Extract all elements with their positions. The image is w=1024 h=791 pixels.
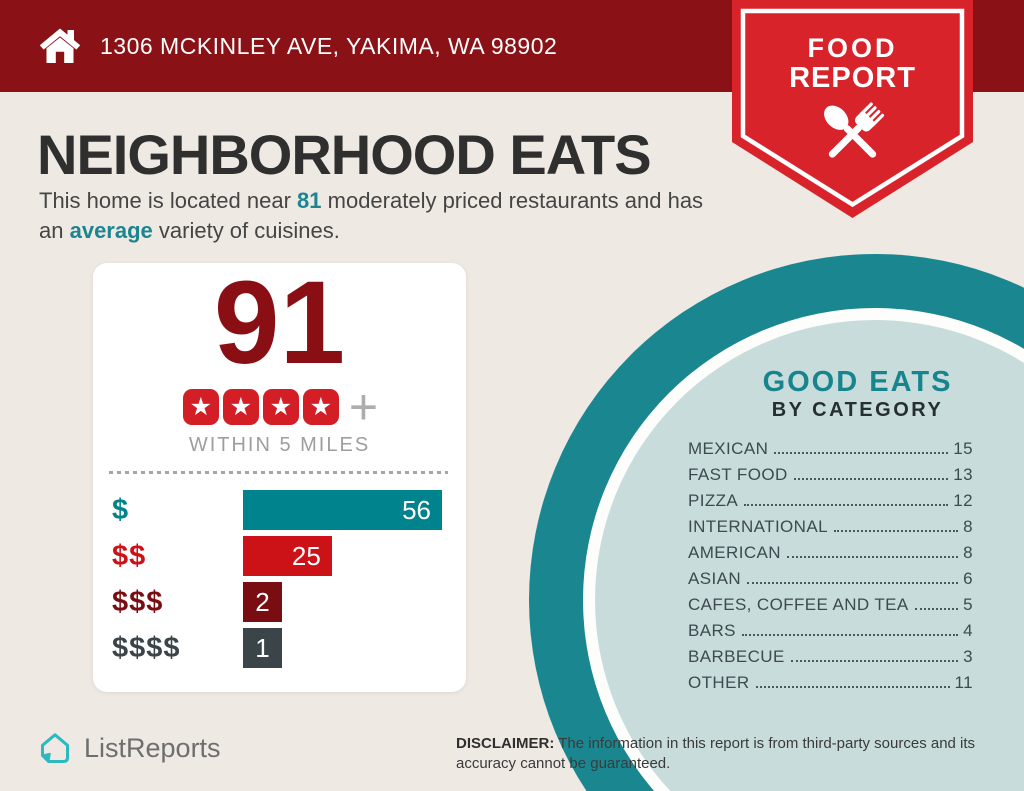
- category-value: 5: [963, 595, 973, 614]
- dot-leader: [774, 452, 949, 454]
- price-tier-label: $$: [112, 539, 147, 572]
- badge-shape: [732, 0, 973, 218]
- category-value: 6: [963, 569, 973, 588]
- dot-leader: [833, 530, 959, 532]
- bar-row: $$ 25: [112, 536, 442, 576]
- category-label: CAFES, COFFEE AND TEA: [688, 595, 909, 614]
- star-icon: ★: [182, 389, 219, 425]
- category-value: 12: [953, 491, 973, 510]
- dashed-divider: [109, 471, 448, 474]
- category-row: PIZZA 12: [688, 487, 973, 513]
- bar-value: 2: [255, 586, 270, 617]
- category-label: FAST FOOD: [688, 465, 788, 484]
- score-card: 91 ★ ★ ★ ★ + WITHIN 5 MILES $56 $$ 25 $$$ 2 $$$$ 1: [93, 263, 466, 692]
- price-tier-label: $$$$: [112, 631, 181, 664]
- category-value: 13: [953, 465, 973, 484]
- property-address: 1306 MCKINLEY AVE, YAKIMA, WA 98902: [100, 32, 558, 59]
- category-value: 11: [954, 673, 973, 692]
- listreports-brand: ListReports: [36, 729, 221, 767]
- star-icon: ★: [222, 389, 259, 425]
- good-eats-subtitle: BY CATEGORY: [771, 399, 944, 421]
- bar-row: $56: [112, 490, 442, 530]
- badge-title-report: REPORT: [789, 62, 916, 94]
- good-eats-title: GOOD EATS: [762, 366, 953, 398]
- category-row: AMERICAN 8: [688, 539, 973, 565]
- star-rating: ★ ★ ★ ★ +: [93, 379, 466, 435]
- disclaimer: DISCLAIMER: The information in this repo…: [456, 734, 1021, 774]
- restaurant-count: 81: [297, 188, 322, 213]
- dot-leader: [793, 478, 949, 480]
- category-row: BARBECUE 3: [688, 643, 973, 669]
- star-icon: ★: [262, 389, 299, 425]
- bar-track: 25: [243, 536, 442, 576]
- category-row: ASIAN 6: [688, 565, 973, 591]
- intro-text: This home is located near 81 moderately …: [39, 186, 729, 246]
- category-label: BARS: [688, 621, 736, 640]
- price-bar-chart: $56 $$ 25 $$$ 2 $$$$ 1: [112, 490, 442, 668]
- category-row: MEXICAN 15: [688, 435, 973, 461]
- category-row: OTHER 11: [688, 669, 973, 695]
- bar-track: 2: [243, 582, 442, 622]
- brand-name: ListReports: [84, 732, 221, 763]
- category-row: FAST FOOD 13: [688, 461, 973, 487]
- intro-post: variety of cuisines.: [152, 218, 340, 243]
- category-label: INTERNATIONAL: [688, 517, 828, 536]
- dot-leader: [755, 686, 950, 688]
- badge-title-food: FOOD: [807, 33, 898, 63]
- category-row: BARS 4: [688, 617, 973, 643]
- bar-value: 25: [291, 540, 321, 571]
- radius-label: WITHIN 5 MILES: [188, 434, 371, 456]
- variety-highlight: average: [69, 218, 153, 243]
- spoon-fork-icon: [824, 102, 885, 158]
- disclaimer-text: The information in this report is from t…: [456, 735, 976, 772]
- intro-mid: moderately priced restaurants and has an: [39, 188, 704, 243]
- category-value: 15: [953, 439, 973, 458]
- category-label: PIZZA: [688, 491, 739, 510]
- listreports-logo-icon: [41, 733, 69, 763]
- food-report-badge: FOOD REPORT: [732, 0, 973, 218]
- bar-value: 56: [402, 494, 431, 525]
- category-row: CAFES, COFFEE AND TEA 5: [688, 591, 973, 617]
- bar-track: 56: [243, 490, 442, 530]
- dot-leader: [747, 582, 959, 584]
- bar: 1: [243, 628, 282, 668]
- category-label: BARBECUE: [688, 647, 785, 666]
- restaurant-score: 91: [213, 257, 346, 389]
- category-value: 4: [963, 621, 973, 640]
- intro-pre: This home is located near: [39, 188, 298, 213]
- dot-leader: [744, 504, 949, 506]
- category-value: 3: [963, 647, 973, 666]
- category-row: INTERNATIONAL 8: [688, 513, 973, 539]
- plus-icon: +: [348, 379, 379, 435]
- bar: 56: [243, 490, 442, 530]
- dot-leader: [786, 556, 959, 558]
- bar-track: 1: [243, 628, 442, 668]
- bar-row: $$$$ 1: [112, 628, 442, 668]
- bar-value: 1: [255, 632, 270, 663]
- disclaimer-label: DISCLAIMER:: [456, 735, 555, 752]
- category-value: 8: [963, 517, 973, 536]
- category-value: 8: [963, 543, 973, 562]
- bar: 2: [243, 582, 282, 622]
- home-icon: [39, 28, 81, 63]
- good-eats-panel: GOOD EATS BY CATEGORY MEXICAN 15 FAST FOOD…: [688, 366, 973, 695]
- dot-leader: [741, 634, 959, 636]
- bar: 25: [243, 536, 332, 576]
- price-tier-label: $: [112, 493, 130, 526]
- star-icon: ★: [302, 389, 339, 425]
- dot-leader: [914, 608, 959, 610]
- category-label: OTHER: [688, 673, 750, 692]
- category-label: MEXICAN: [688, 439, 769, 458]
- category-label: ASIAN: [688, 569, 742, 588]
- page-title: NEIGHBORHOOD EATS: [37, 123, 652, 186]
- price-tier-label: $$$: [112, 585, 164, 618]
- bar-row: $$$ 2: [112, 582, 442, 622]
- category-label: AMERICAN: [688, 543, 781, 562]
- category-list: MEXICAN 15 FAST FOOD 13 PIZZA 12 INTERNATIONAL…: [688, 435, 973, 695]
- good-eats-heading: GOOD EATS BY CATEGORY: [742, 366, 973, 422]
- dot-leader: [790, 660, 959, 662]
